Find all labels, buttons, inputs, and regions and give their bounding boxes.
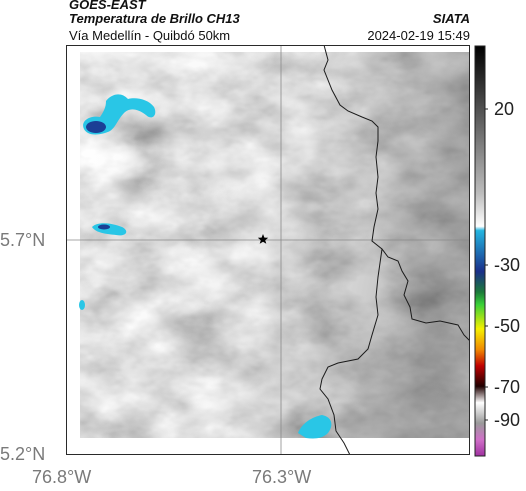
header-route: Vía Medellín - Quibdó 50km — [69, 28, 231, 43]
colorbar — [474, 45, 488, 457]
cold-cloud-south — [298, 415, 332, 439]
header-platform: GOES-EAST — [69, 0, 146, 12]
cold-cloud-edge — [79, 300, 85, 310]
colorbar-tick-label: -70 — [494, 377, 521, 397]
lon-label-76.8: 76.8°W — [32, 467, 92, 487]
header-product: Temperatura de Brillo CH13 — [69, 11, 240, 26]
colorbar-tick-label: -50 — [494, 316, 521, 336]
colorbar-scale — [474, 45, 486, 457]
deep-cold-cloud-nw — [86, 121, 106, 133]
colorbar-tick-label: 20 — [494, 99, 515, 119]
map-frame[interactable] — [66, 45, 470, 455]
eastern-shading — [80, 52, 470, 438]
border-line — [319, 45, 470, 455]
header-org: SIATA — [432, 11, 470, 26]
lon-label-76.3: 76.3°W — [252, 467, 312, 487]
satellite-map[interactable] — [66, 45, 470, 455]
deep-cold-cloud-west — [98, 224, 110, 230]
cold-cloud-patches — [79, 94, 332, 439]
lat-label-5.2: 5.2°N — [0, 444, 46, 464]
lat-label-5.7: 5.7°N — [0, 230, 46, 250]
colorbar-tick-label: -30 — [494, 255, 521, 275]
colorbar-tick-label: -90 — [494, 410, 521, 430]
star-icon[interactable] — [257, 234, 269, 244]
header-timestamp: 2024-02-19 15:49 — [367, 28, 470, 43]
map-border — [66, 45, 470, 455]
